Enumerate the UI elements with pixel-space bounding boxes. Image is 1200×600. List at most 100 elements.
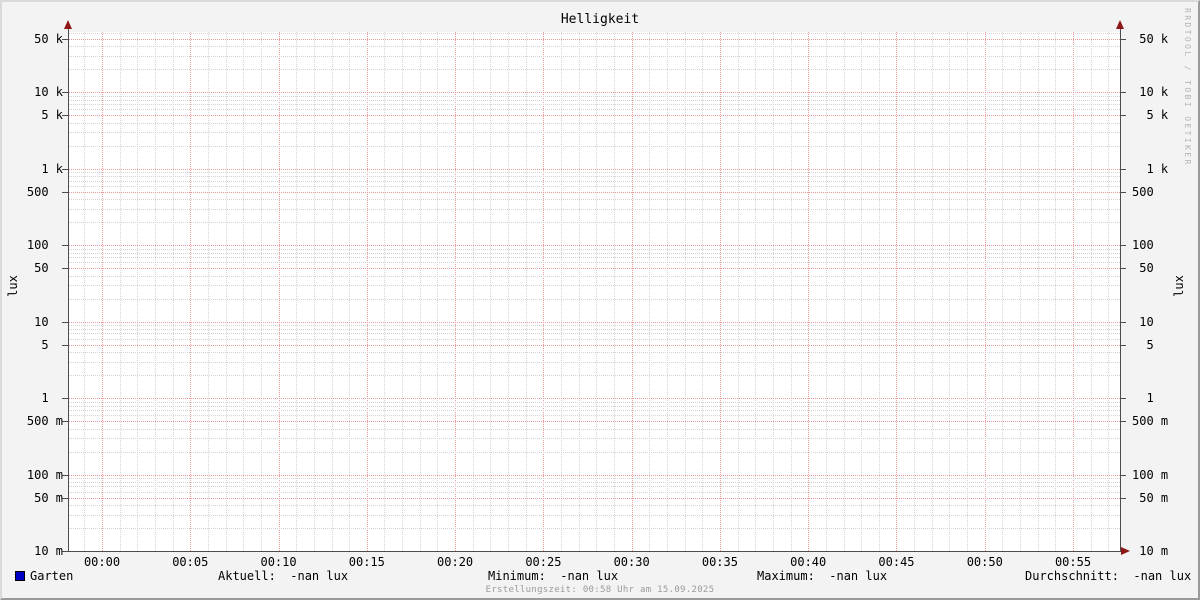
y-tick-right (1120, 39, 1126, 40)
y-tick-label-right: 10 m (1132, 544, 1169, 558)
y-tick-right (1120, 421, 1126, 422)
legend-stat-aktuell: Aktuell: -nan lux (218, 569, 349, 583)
x-axis-arrow-icon (1121, 547, 1130, 555)
gridline-h-major (68, 345, 1120, 346)
y-tick-left (62, 345, 68, 346)
y-tick-label-left: 1 (26, 391, 63, 405)
y-tick-left (62, 39, 68, 40)
y-tick-label-right: 1 (1132, 391, 1169, 405)
gridline-h-major (68, 475, 1120, 476)
y-tick-label-right: 500 m (1132, 414, 1169, 428)
gridline-h-minor (68, 325, 1120, 327)
gridline-h-minor (68, 481, 1120, 483)
y-tick-label-right: 5 k (1132, 108, 1169, 122)
gridline-v-major (896, 32, 898, 551)
x-tick-label: 00:35 (701, 555, 738, 569)
y-tick-label-left: 500 (26, 185, 63, 199)
gridline-h-minor (68, 32, 1120, 34)
y-tick-left (62, 169, 68, 170)
x-tick-label: 00:45 (878, 555, 915, 569)
gridline-v-minor (861, 32, 863, 551)
gridline-v-major (631, 32, 633, 551)
y-tick-right (1120, 475, 1126, 476)
y-tick-label-left: 5 k (26, 108, 63, 122)
y-tick-right (1120, 498, 1126, 499)
y-tick-label-left: 10 (26, 315, 63, 329)
gridline-h-minor (68, 109, 1120, 111)
gridline-h-minor (68, 298, 1120, 300)
x-tick-label: 00:30 (613, 555, 650, 569)
gridline-v-minor (1002, 32, 1004, 551)
gridline-h-minor (68, 491, 1120, 493)
gridline-h-minor (68, 46, 1120, 48)
y-axis-left-arrow-icon (64, 20, 72, 29)
gridline-v-minor (737, 32, 739, 551)
gridline-h-major (68, 322, 1120, 323)
gridline-v-minor (702, 32, 704, 551)
y-tick-label-left: 50 k (26, 32, 63, 46)
gridline-v-minor (967, 32, 969, 551)
gridline-h-minor (68, 352, 1120, 354)
gridline-v-minor (154, 32, 156, 551)
y-tick-right (1120, 169, 1126, 170)
gridline-v-major (102, 32, 103, 551)
gridline-v-minor (613, 32, 615, 551)
gridline-v-minor (137, 32, 139, 551)
gridline-h-minor (68, 329, 1120, 331)
gridline-h-minor (68, 428, 1120, 430)
gridline-h-minor (68, 478, 1120, 480)
y-tick-label-right: 100 m (1132, 468, 1169, 482)
y-tick-right (1120, 268, 1126, 269)
gridline-h-minor (68, 338, 1120, 340)
gridline-v-minor (525, 32, 527, 551)
y-tick-label-left: 1 k (26, 162, 63, 176)
gridline-h-minor (68, 122, 1120, 124)
gridline-h-minor (68, 180, 1120, 182)
gridline-v-minor (666, 32, 668, 551)
gridline-h-minor (68, 275, 1120, 277)
gridline-h-minor (68, 222, 1120, 224)
gridline-v-minor (596, 32, 598, 551)
gridline-h-minor (68, 248, 1120, 250)
y-tick-left (62, 551, 68, 552)
legend-stat-durchschnitt: Durchschnitt: -nan lux (1025, 569, 1192, 583)
gridline-h-minor (68, 132, 1120, 134)
gridline-h-major (68, 498, 1120, 499)
gridline-h-minor (68, 208, 1120, 210)
gridline-v-minor (419, 32, 421, 551)
x-tick-label: 00:40 (790, 555, 827, 569)
gridline-v-minor (402, 32, 404, 551)
gridline-v-major (808, 32, 810, 551)
y-tick-right (1120, 322, 1126, 323)
gridline-h-minor (68, 361, 1120, 363)
x-tick-label: 00:05 (172, 555, 209, 569)
gridline-h-minor (68, 69, 1120, 71)
gridline-h-minor (68, 262, 1120, 264)
y-axis-right (1120, 29, 1121, 551)
gridline-h-major (68, 192, 1120, 193)
gridline-v-minor (949, 32, 951, 551)
gridline-h-minor (68, 409, 1120, 411)
gridline-v-minor (207, 32, 209, 551)
y-tick-label-right: 500 (1132, 185, 1169, 199)
gridline-h-minor (68, 415, 1120, 417)
x-tick-label: 00:55 (1054, 555, 1092, 569)
gridline-v-minor (172, 32, 174, 551)
y-tick-left (62, 475, 68, 476)
gridline-v-minor (472, 32, 474, 551)
gridline-v-minor (825, 32, 827, 551)
gridline-v-minor (914, 32, 916, 551)
gridline-v-minor (84, 32, 86, 551)
gridline-v-minor (561, 32, 563, 551)
gridline-h-minor (68, 438, 1120, 440)
legend-series-label: Garten (30, 569, 74, 583)
gridline-h-major (68, 398, 1120, 399)
y-tick-left (62, 92, 68, 93)
y-tick-right (1120, 398, 1126, 399)
gridline-v-minor (843, 32, 845, 551)
gridline-v-minor (119, 32, 121, 551)
gridline-h-minor (68, 104, 1120, 106)
y-tick-label-left: 50 (26, 261, 63, 275)
